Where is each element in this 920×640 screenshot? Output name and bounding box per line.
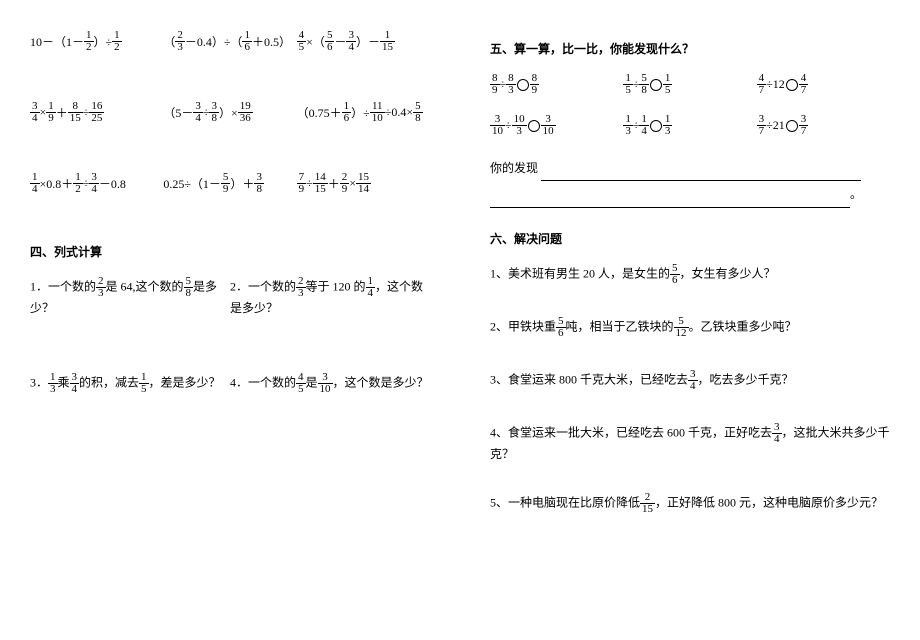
left-column: 10－（1－12）÷12 （23－0.4）÷（16＋0.5） 45×（56－34…: [0, 0, 460, 640]
expr: 45×（56－34）－115: [297, 30, 430, 53]
compare-row: 89÷838915÷581547÷1247: [490, 73, 890, 96]
expr: 14×0.8＋12÷34－0.8: [30, 172, 163, 195]
compare-circle-icon[interactable]: [517, 79, 529, 91]
expr: 10－（1－12）÷12: [30, 30, 163, 53]
compare-expr: 47÷1247: [757, 73, 890, 96]
problem-item: 2、甲铁块重56吨，相当于乙铁块的512。乙铁块重多少吨？: [490, 316, 890, 339]
blank-line[interactable]: [541, 166, 861, 181]
expr: 0.25÷（1－59）＋38: [163, 172, 296, 195]
compare-expr: 13÷1413: [623, 114, 756, 137]
section-6-title: 六、解决问题: [490, 230, 890, 247]
section-5-title: 五、算一算，比一比，你能发现什么？: [490, 40, 890, 57]
compare-expr: 310÷103310: [490, 114, 623, 137]
discover-block: 你的发现 。: [490, 155, 890, 208]
expr: （0.75＋16）÷1110÷0.4×58: [297, 101, 430, 124]
calc-row-2: 34×19＋815÷1625 （5－34÷38）×1936 （0.75＋16）÷…: [30, 101, 430, 124]
compare-circle-icon[interactable]: [650, 120, 662, 132]
expr: 34×19＋815÷1625: [30, 101, 163, 124]
expr: （5－34÷38）×1936: [163, 101, 296, 124]
list4-row: 3．13乘34的积，减去15，差是多少？ 4．一个数的45是310，这个数是多少…: [30, 372, 430, 395]
compare-expr: 89÷8389: [490, 73, 623, 96]
problem-item: 3、食堂运来 800 千克大米，已经吃去34，吃去多少千克？: [490, 369, 890, 392]
problem-item: 1、美术班有男生 20 人，是女生的56，女生有多少人？: [490, 263, 890, 286]
compare-circle-icon[interactable]: [528, 120, 540, 132]
expr: 79÷1415＋29×1514: [297, 172, 430, 195]
problem-item: 4、食堂运来一批大米，已经吃去 600 千克，正好吃去34，这批大米共多少千克？: [490, 422, 890, 462]
compare-row: 310÷10331013÷141337÷2137: [490, 114, 890, 137]
compare-expr: 15÷5815: [623, 73, 756, 96]
compare-table: 89÷838915÷581547÷1247 310÷10331013÷141337…: [490, 73, 890, 137]
compare-expr: 37÷2137: [757, 114, 890, 137]
discover-label: 你的发现: [490, 161, 538, 175]
list4-row: 1．一个数的23是 64,这个数的58是多少？ 2．一个数的23等于 120 的…: [30, 276, 430, 316]
problems-list: 1、美术班有男生 20 人，是女生的56，女生有多少人？ 2、甲铁块重56吨，相当…: [490, 263, 890, 515]
calc-row-3: 14×0.8＋12÷34－0.8 0.25÷（1－59）＋38 79÷1415＋…: [30, 172, 430, 195]
section-4-title: 四、列式计算: [30, 243, 430, 260]
blank-line[interactable]: [490, 193, 850, 208]
problem-item: 5、一种电脑现在比原价降低215，正好降低 800 元，这种电脑原价多少元？: [490, 492, 890, 515]
compare-circle-icon[interactable]: [650, 79, 662, 91]
section-4-list: 1．一个数的23是 64,这个数的58是多少？ 2．一个数的23等于 120 的…: [30, 276, 430, 395]
right-column: 五、算一算，比一比，你能发现什么？ 89÷838915÷581547÷1247 3…: [460, 0, 920, 640]
calc-row-1: 10－（1－12）÷12 （23－0.4）÷（16＋0.5） 45×（56－34…: [30, 30, 430, 53]
compare-circle-icon[interactable]: [786, 79, 798, 91]
compare-circle-icon[interactable]: [786, 120, 798, 132]
expr: （23－0.4）÷（16＋0.5）: [163, 30, 296, 53]
